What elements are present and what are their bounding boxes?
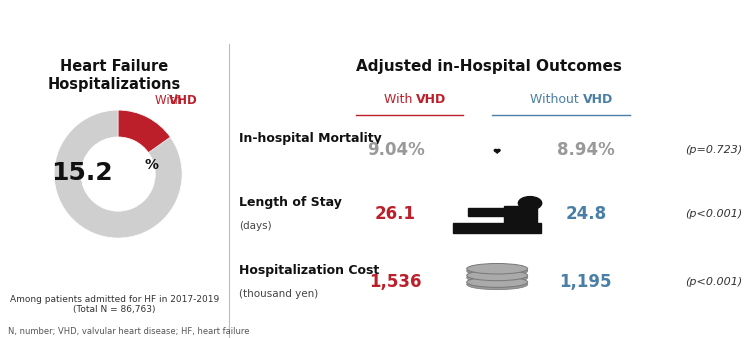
Text: (days): (days) bbox=[239, 221, 272, 231]
Text: 8.94%: 8.94% bbox=[557, 141, 615, 159]
Bar bbox=[468, 208, 523, 216]
Bar bbox=[505, 206, 537, 223]
Text: Association of Valvular Heart Disease and Heart Failure Hospitalizations: Association of Valvular Heart Disease an… bbox=[20, 13, 730, 31]
Text: %: % bbox=[145, 158, 158, 172]
Circle shape bbox=[518, 197, 542, 210]
Text: Hospitalization Cost: Hospitalization Cost bbox=[239, 264, 380, 277]
Text: (p<0.001): (p<0.001) bbox=[685, 277, 742, 287]
Wedge shape bbox=[118, 110, 170, 153]
Text: 15.2: 15.2 bbox=[52, 161, 113, 185]
Text: 9.04%: 9.04% bbox=[367, 141, 424, 159]
Text: 26.1: 26.1 bbox=[375, 206, 416, 223]
Text: With: With bbox=[155, 94, 186, 107]
Text: Heart Failure
Hospitalizations: Heart Failure Hospitalizations bbox=[48, 59, 181, 92]
Text: In-hospital Mortality: In-hospital Mortality bbox=[239, 131, 382, 145]
Text: VHD: VHD bbox=[170, 94, 198, 107]
Text: N, number; VHD, valvular heart disease; HF, heart failure: N, number; VHD, valvular heart disease; … bbox=[8, 327, 249, 336]
Ellipse shape bbox=[466, 277, 528, 287]
Point bbox=[488, 113, 496, 117]
Wedge shape bbox=[54, 110, 182, 238]
Ellipse shape bbox=[466, 279, 528, 290]
Point bbox=[459, 113, 468, 117]
Text: 1,536: 1,536 bbox=[369, 273, 422, 291]
Ellipse shape bbox=[466, 270, 528, 281]
Text: Among patients admitted for HF in 2017-2019
(Total N = 86,763): Among patients admitted for HF in 2017-2… bbox=[10, 295, 219, 314]
Text: (p=0.723): (p=0.723) bbox=[685, 145, 742, 155]
Text: (p<0.001): (p<0.001) bbox=[685, 210, 742, 219]
Text: Length of Stay: Length of Stay bbox=[239, 196, 342, 209]
Text: Adjusted in-Hospital Outcomes: Adjusted in-Hospital Outcomes bbox=[356, 59, 622, 74]
Text: (thousand yen): (thousand yen) bbox=[239, 289, 319, 299]
Text: With: With bbox=[384, 93, 416, 106]
Text: VHD: VHD bbox=[584, 93, 614, 106]
Ellipse shape bbox=[466, 266, 528, 276]
Text: Without: Without bbox=[530, 93, 584, 106]
Polygon shape bbox=[494, 149, 500, 153]
Text: VHD: VHD bbox=[416, 93, 447, 106]
Ellipse shape bbox=[466, 272, 528, 283]
Text: 24.8: 24.8 bbox=[566, 206, 606, 223]
Ellipse shape bbox=[466, 264, 528, 274]
Bar bbox=[454, 223, 541, 233]
Point bbox=[626, 113, 634, 117]
Text: 1,195: 1,195 bbox=[560, 273, 612, 291]
Point bbox=[352, 113, 361, 117]
